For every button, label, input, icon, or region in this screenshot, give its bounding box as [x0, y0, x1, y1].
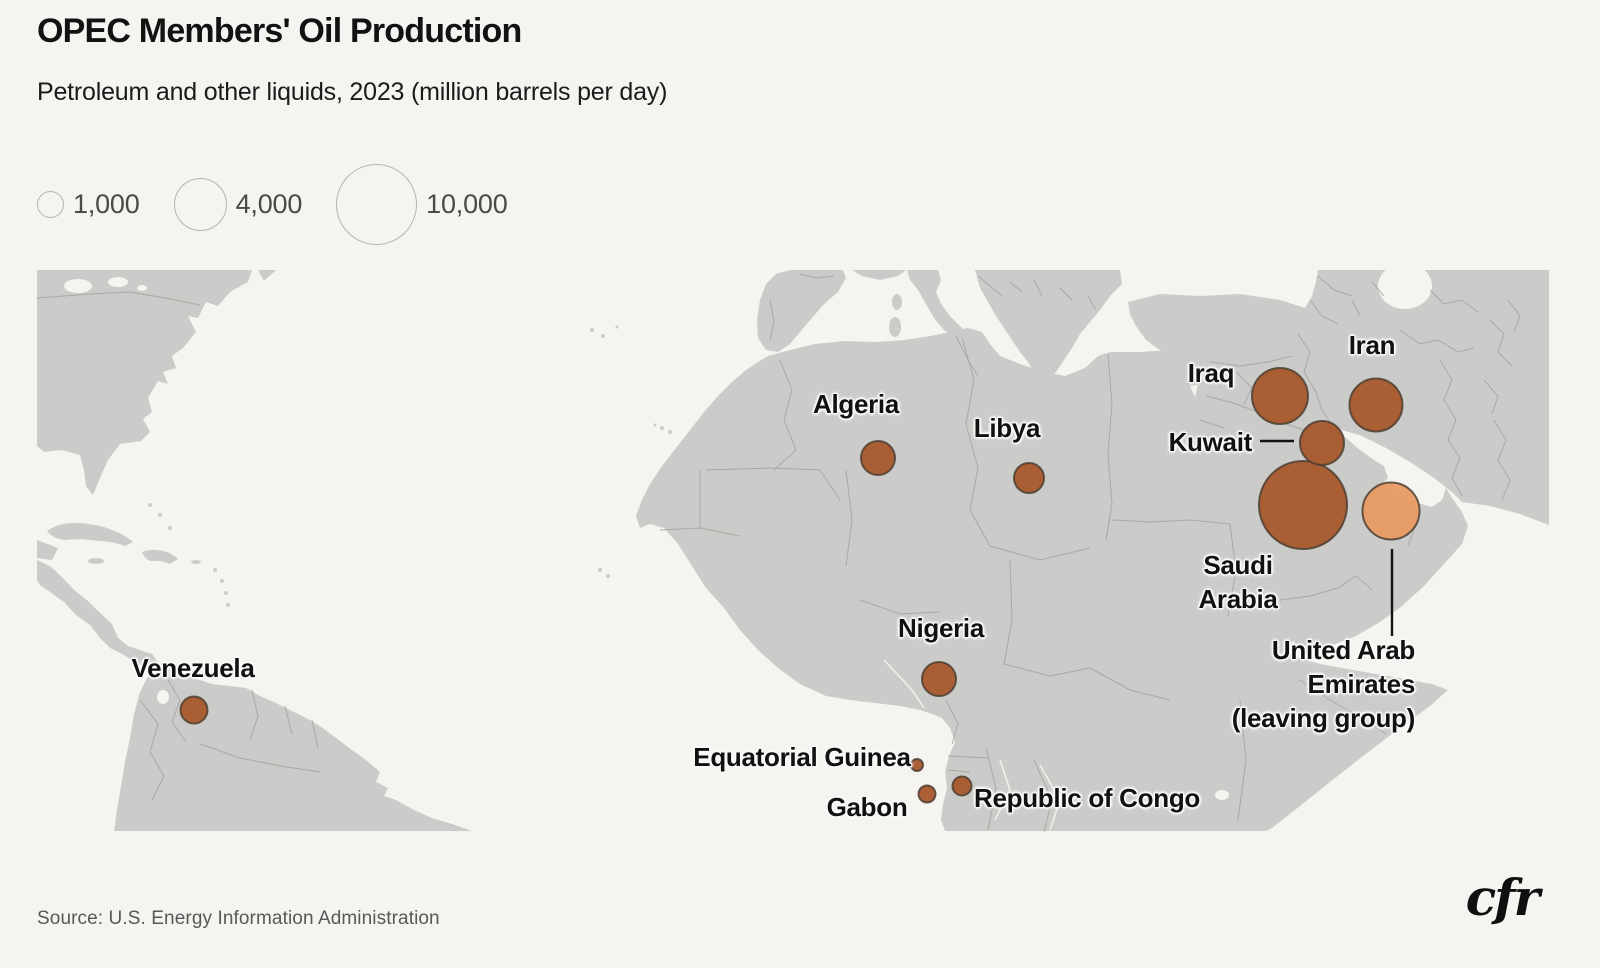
land-iberia: [757, 270, 846, 352]
land-corsica: [892, 294, 902, 310]
bubble-algeria[interactable]: [860, 440, 896, 476]
map-borders: [37, 273, 1521, 833]
legend-circle-1000: [37, 190, 64, 218]
map-lakes: [64, 270, 1432, 800]
lake-victoria: [1215, 790, 1229, 800]
land-cuba: [47, 522, 133, 546]
map-rivers: [883, 659, 1061, 831]
legend-item-1000: 1,000: [37, 189, 140, 220]
size-legend: 1,000 4,000 10,000: [37, 162, 508, 246]
annotation-lines: [1260, 439, 1394, 636]
bubble-gabon[interactable]: [917, 784, 937, 804]
bubble-iran[interactable]: [1348, 377, 1404, 433]
legend-item-10000: 10,000: [336, 163, 508, 245]
caspian-sea: [1378, 270, 1432, 309]
land-puerto-rico: [191, 560, 201, 564]
bubble-nigeria[interactable]: [921, 661, 957, 697]
bubble-united-arab-emirates[interactable]: [1361, 481, 1421, 541]
legend-item-4000: 4,000: [173, 177, 303, 231]
land-france-edge: [852, 270, 906, 280]
land-italy: [907, 270, 968, 342]
land-hispaniola: [142, 549, 178, 564]
bubble-iraq[interactable]: [1251, 367, 1309, 425]
bubble-libya[interactable]: [1013, 462, 1045, 494]
legend-circle-4000: [173, 177, 227, 231]
land-north-america: [37, 270, 252, 495]
land-sardinia: [889, 317, 901, 337]
land-balkans-greece: [975, 270, 1122, 390]
cfr-logo: cfr: [1465, 868, 1540, 927]
bubble-republic-of-congo[interactable]: [951, 775, 973, 797]
legend-label-1000: 1,000: [73, 188, 140, 219]
land-central-america: [37, 540, 158, 668]
legend-circle-10000: [336, 163, 418, 245]
lake-maracaibo: [157, 690, 169, 704]
production-bubbles: [179, 367, 1421, 804]
land-newfoundland: [258, 270, 276, 281]
bubble-kuwait[interactable]: [1299, 420, 1345, 466]
land-jamaica: [88, 558, 104, 564]
bubble-venezuela[interactable]: [179, 695, 209, 725]
map-land: [37, 270, 1549, 831]
page-title: OPEC Members' Oil Production: [37, 12, 522, 50]
bubble-saudi-arabia[interactable]: [1258, 460, 1348, 550]
source-note: Source: U.S. Energy Information Administ…: [37, 908, 440, 929]
land-africa: [636, 328, 1448, 831]
page-subtitle: Petroleum and other liquids, 2023 (milli…: [37, 78, 668, 106]
legend-label-10000: 10,000: [426, 188, 508, 219]
legend-label-4000: 4,000: [235, 188, 303, 219]
land-south-america: [114, 662, 472, 831]
bubble-equatorial-guinea[interactable]: [910, 758, 924, 772]
